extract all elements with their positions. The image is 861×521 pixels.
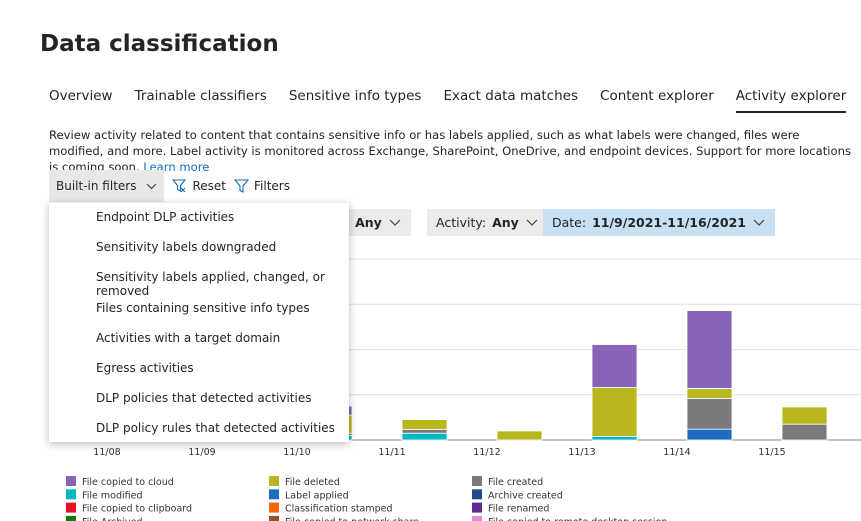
- description-text: Review activity related to content that …: [49, 128, 851, 174]
- bar-segment: [401, 419, 448, 430]
- legend-swatch: [472, 502, 482, 513]
- reset-label: Reset: [192, 179, 226, 193]
- chip-label: Activity:: [436, 215, 487, 230]
- chip-label: Date:: [552, 215, 587, 230]
- menu-item[interactable]: Egress activities: [96, 361, 194, 375]
- tab[interactable]: Content explorer: [600, 88, 714, 104]
- menu-item[interactable]: DLP policy rules that detected activitie…: [96, 421, 335, 436]
- reset-icon: [172, 179, 187, 193]
- x-tick-label: 11/08: [93, 447, 120, 458]
- menu-item[interactable]: DLP policies that detected activities: [96, 391, 312, 406]
- legend-swatch: [66, 502, 76, 513]
- legend-swatch: [269, 515, 279, 521]
- legend-label: File Archived: [82, 517, 143, 521]
- filters-button[interactable]: Filters: [234, 179, 290, 193]
- tab[interactable]: Activity explorer: [735, 88, 847, 113]
- menu-item[interactable]: Files containing sensitive info types: [96, 300, 310, 315]
- filter-chip[interactable]: Date: 11/9/2021-11/16/2021: [543, 209, 776, 236]
- bar-segment: [496, 430, 543, 441]
- bar-segment: [686, 428, 733, 441]
- chevron: [526, 219, 538, 226]
- chip-value: Any: [492, 215, 519, 230]
- legend-label: File copied to remote desktop session: [488, 517, 667, 521]
- x-tick-label: 11/11: [378, 447, 405, 458]
- bar-segment: [686, 310, 733, 389]
- legend-swatch: [66, 515, 76, 521]
- bar-segment: [591, 344, 638, 388]
- legend-label: File deleted: [285, 477, 340, 488]
- tab[interactable]: Overview: [49, 88, 113, 104]
- menu-item[interactable]: Endpoint DLP activities: [96, 210, 235, 224]
- tab[interactable]: Exact data matches: [443, 88, 579, 104]
- menu-item[interactable]: Sensitivity labels applied, changed, or …: [96, 270, 325, 299]
- filters-label: Filters: [254, 179, 290, 193]
- tab[interactable]: Trainable classifiers: [134, 88, 267, 104]
- legend-label: Archive created: [488, 490, 563, 501]
- toolbar: Built-in filters Reset Filters: [49, 170, 290, 202]
- chevron: [753, 219, 765, 226]
- bar-segment: [781, 406, 828, 425]
- builtin-filters-button[interactable]: Built-in filters: [49, 170, 165, 202]
- chip-value: 11/9/2021-11/16/2021: [592, 215, 747, 230]
- bar-segment: [686, 397, 733, 430]
- chevron-icon: [526, 219, 538, 226]
- bar-segment: [401, 429, 448, 434]
- chevron-icon: [147, 183, 157, 189]
- legend-label: File created: [488, 477, 543, 488]
- reset-button[interactable]: Reset: [172, 179, 226, 193]
- legend-swatch: [472, 489, 482, 500]
- chip-value: Any: [355, 215, 382, 230]
- menu-item[interactable]: Activities with a target domain: [96, 330, 281, 345]
- chevron-icon: [389, 219, 401, 226]
- bar-segment: [591, 435, 638, 441]
- legend-swatch: [269, 489, 279, 500]
- x-tick-label: 11/15: [758, 447, 785, 458]
- builtin-filters-menu: Endpoint DLP activities Sensitivity label…: [49, 203, 349, 442]
- x-tick-label: 11/12: [473, 447, 500, 458]
- x-tick-label: 11/13: [568, 447, 595, 458]
- tab-bar: Overview Trainable classifiers Sensitive i…: [49, 88, 847, 113]
- x-tick-label: 11/09: [188, 447, 215, 458]
- legend-label: File modified: [82, 490, 143, 501]
- legend-swatch: [472, 515, 482, 521]
- legend-label: File copied to network share: [285, 517, 419, 521]
- legend-label: Label applied: [285, 490, 349, 501]
- legend-swatch: [269, 476, 279, 486]
- legend-label: File copied to cloud: [82, 477, 174, 488]
- x-tick-label: 11/14: [663, 447, 690, 458]
- chevron: [389, 219, 401, 226]
- menu-item[interactable]: Sensitivity labels downgraded: [96, 240, 277, 255]
- legend-swatch: [472, 476, 482, 486]
- filter-chip[interactable]: Activity: Any: [427, 209, 548, 236]
- bar-segment: [401, 432, 448, 441]
- bar-segment: [781, 423, 828, 441]
- tab[interactable]: Sensitive info types: [288, 88, 422, 104]
- legend-label: File renamed: [488, 504, 549, 515]
- legend-swatch: [269, 502, 279, 513]
- legend-label: Classification stamped: [285, 504, 393, 515]
- bar-segment: [686, 388, 733, 399]
- legend-label: File copied to clipboard: [82, 504, 192, 515]
- description: Review activity related to content that …: [49, 127, 854, 175]
- legend-swatch: [66, 489, 76, 500]
- button-label: Built-in filters: [56, 179, 137, 193]
- page-title: Data classification: [40, 31, 279, 57]
- chevron-icon: [753, 219, 765, 226]
- filter-icon: [234, 179, 249, 193]
- x-tick-label: 11/10: [283, 447, 310, 458]
- bar-segment: [591, 387, 638, 437]
- legend-swatch: [66, 476, 76, 486]
